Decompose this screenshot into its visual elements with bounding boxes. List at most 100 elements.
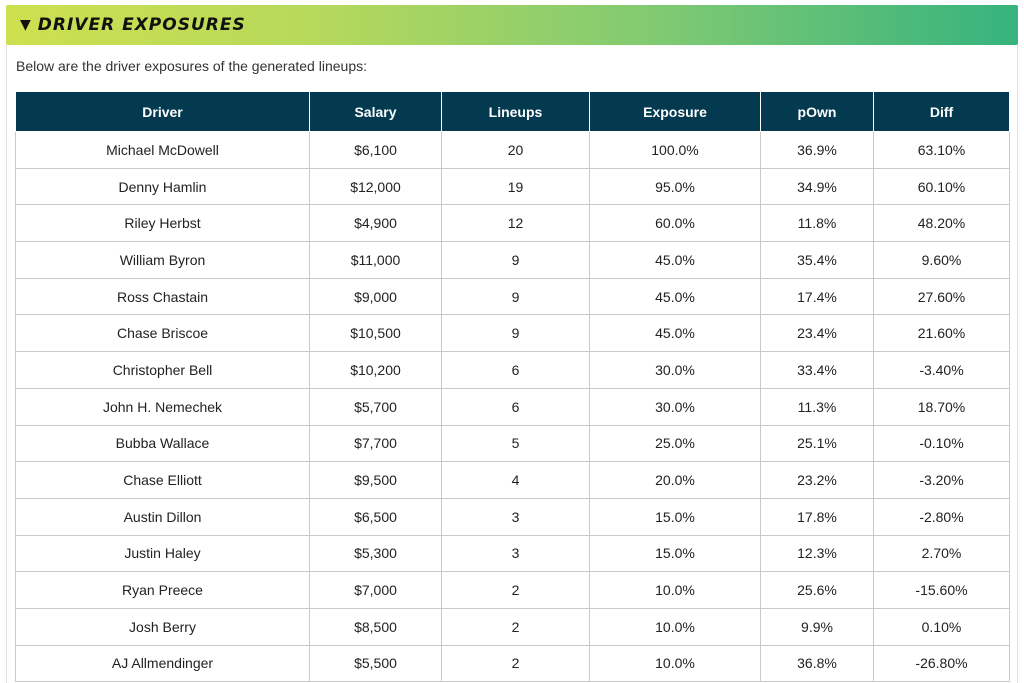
exposure-cell: 45.0% xyxy=(589,277,761,316)
exposure-cell: 45.0% xyxy=(589,314,761,353)
lineups-cell: 9 xyxy=(441,314,590,353)
table-row: Ryan Preece $7,000 2 10.0% 25.6% -15.60% xyxy=(15,571,1010,609)
exposure-cell: 30.0% xyxy=(589,387,761,426)
column-header-lineups: Lineups xyxy=(441,91,590,132)
diff-cell: -3.20% xyxy=(873,461,1010,499)
salary-cell: $8,500 xyxy=(309,607,442,646)
salary-cell: $10,200 xyxy=(309,351,442,389)
lineups-cell: 2 xyxy=(441,644,590,683)
salary-cell: $6,100 xyxy=(309,131,442,169)
driver-cell: AJ Allmendinger xyxy=(15,644,310,683)
pown-cell: 25.1% xyxy=(760,424,874,463)
table-row: Riley Herbst $4,900 12 60.0% 11.8% 48.20% xyxy=(15,204,1010,243)
diff-cell: 18.70% xyxy=(873,387,1010,426)
diff-cell: 21.60% xyxy=(873,314,1010,353)
driver-cell: Austin Dillon xyxy=(15,497,310,536)
driver-cell: Chase Briscoe xyxy=(15,314,310,353)
lineups-cell: 5 xyxy=(441,424,590,463)
driver-cell: Josh Berry xyxy=(15,607,310,646)
salary-cell: $5,300 xyxy=(309,534,442,573)
table-row: Ross Chastain $9,000 9 45.0% 17.4% 27.60% xyxy=(15,277,1010,316)
lineups-cell: 2 xyxy=(441,607,590,646)
driver-cell: Ryan Preece xyxy=(15,571,310,609)
driver-cell: Denny Hamlin xyxy=(15,167,310,206)
lineups-cell: 6 xyxy=(441,387,590,426)
exposure-cell: 15.0% xyxy=(589,534,761,573)
exposure-cell: 10.0% xyxy=(589,571,761,609)
table-row: Josh Berry $8,500 2 10.0% 9.9% 0.10% xyxy=(15,607,1010,646)
intro-text: Below are the driver exposures of the ge… xyxy=(16,58,367,74)
diff-cell: -15.60% xyxy=(873,571,1010,609)
driver-cell: Christopher Bell xyxy=(15,351,310,389)
diff-cell: 48.20% xyxy=(873,204,1010,243)
table-row: Chase Briscoe $10,500 9 45.0% 23.4% 21.60% xyxy=(15,314,1010,353)
pown-cell: 11.8% xyxy=(760,204,874,243)
column-header-salary: Salary xyxy=(309,91,442,132)
exposure-cell: 95.0% xyxy=(589,167,761,206)
exposure-cell: 45.0% xyxy=(589,241,761,279)
exposure-cell: 60.0% xyxy=(589,204,761,243)
salary-cell: $10,500 xyxy=(309,314,442,353)
salary-cell: $7,000 xyxy=(309,571,442,609)
exposure-cell: 10.0% xyxy=(589,644,761,683)
column-header-driver: Driver xyxy=(15,91,310,132)
exposure-cell: 10.0% xyxy=(589,607,761,646)
lineups-cell: 2 xyxy=(441,571,590,609)
column-header-diff: Diff xyxy=(873,91,1010,132)
salary-cell: $12,000 xyxy=(309,167,442,206)
salary-cell: $5,500 xyxy=(309,644,442,683)
driver-cell: Riley Herbst xyxy=(15,204,310,243)
diff-cell: 9.60% xyxy=(873,241,1010,279)
lineups-cell: 3 xyxy=(441,497,590,536)
collapse-toggle-icon[interactable]: ▼ xyxy=(20,17,32,33)
diff-cell: -26.80% xyxy=(873,644,1010,683)
diff-cell: 63.10% xyxy=(873,131,1010,169)
table-row: Christopher Bell $10,200 6 30.0% 33.4% -3.40% xyxy=(15,351,1010,389)
section-title[interactable]: ▼ DRIVER EXPOSURES xyxy=(20,15,246,35)
exposure-cell: 25.0% xyxy=(589,424,761,463)
salary-cell: $5,700 xyxy=(309,387,442,426)
table-row: John H. Nemechek $5,700 6 30.0% 11.3% 18.70% xyxy=(15,387,1010,426)
section-header[interactable]: ▼ DRIVER EXPOSURES xyxy=(6,5,1018,45)
lineups-cell: 19 xyxy=(441,167,590,206)
salary-cell: $9,000 xyxy=(309,277,442,316)
salary-cell: $4,900 xyxy=(309,204,442,243)
table-row: Austin Dillon $6,500 3 15.0% 17.8% -2.80% xyxy=(15,497,1010,536)
diff-cell: -3.40% xyxy=(873,351,1010,389)
pown-cell: 34.9% xyxy=(760,167,874,206)
exposure-table: Driver Salary Lineups Exposure pOwn Diff… xyxy=(15,91,1010,683)
lineups-cell: 12 xyxy=(441,204,590,243)
driver-cell: John H. Nemechek xyxy=(15,387,310,426)
salary-cell: $9,500 xyxy=(309,461,442,499)
pown-cell: 25.6% xyxy=(760,571,874,609)
table-row: AJ Allmendinger $5,500 2 10.0% 36.8% -26.80% xyxy=(15,644,1010,683)
diff-cell: 2.70% xyxy=(873,534,1010,573)
salary-cell: $6,500 xyxy=(309,497,442,536)
exposure-cell: 100.0% xyxy=(589,131,761,169)
diff-cell: 27.60% xyxy=(873,277,1010,316)
salary-cell: $11,000 xyxy=(309,241,442,279)
exposure-cell: 30.0% xyxy=(589,351,761,389)
driver-cell: Bubba Wallace xyxy=(15,424,310,463)
table-row: Justin Haley $5,300 3 15.0% 12.3% 2.70% xyxy=(15,534,1010,573)
table-row: Bubba Wallace $7,700 5 25.0% 25.1% -0.10% xyxy=(15,424,1010,463)
lineups-cell: 6 xyxy=(441,351,590,389)
pown-cell: 35.4% xyxy=(760,241,874,279)
lineups-cell: 20 xyxy=(441,131,590,169)
driver-cell: Michael McDowell xyxy=(15,131,310,169)
column-header-pown: pOwn xyxy=(760,91,874,132)
table-row: William Byron $11,000 9 45.0% 35.4% 9.60% xyxy=(15,241,1010,279)
lineups-cell: 4 xyxy=(441,461,590,499)
table-body: Michael McDowell $6,100 20 100.0% 36.9% 63.10… xyxy=(15,131,1010,683)
salary-cell: $7,700 xyxy=(309,424,442,463)
section-title-text: DRIVER EXPOSURES xyxy=(37,15,246,35)
panel-border-left xyxy=(6,45,7,683)
driver-cell: Chase Elliott xyxy=(15,461,310,499)
exposure-cell: 15.0% xyxy=(589,497,761,536)
pown-cell: 17.4% xyxy=(760,277,874,316)
exposure-cell: 20.0% xyxy=(589,461,761,499)
diff-cell: 0.10% xyxy=(873,607,1010,646)
lineups-cell: 3 xyxy=(441,534,590,573)
driver-cell: Justin Haley xyxy=(15,534,310,573)
pown-cell: 9.9% xyxy=(760,607,874,646)
